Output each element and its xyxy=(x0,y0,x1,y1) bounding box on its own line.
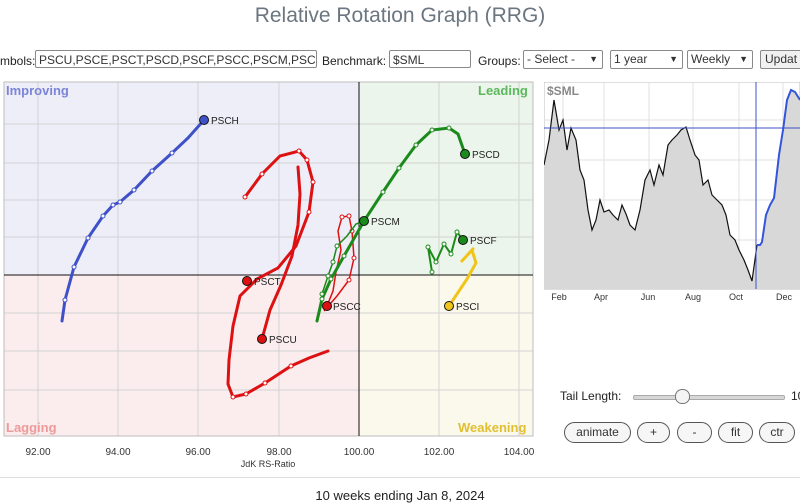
animate-button[interactable]: animate xyxy=(564,422,631,443)
quadrant-label-leading: Leading xyxy=(478,83,528,98)
month-label: Apr xyxy=(594,292,608,302)
month-label: Feb xyxy=(551,292,567,302)
x-tick-label: 104.00 xyxy=(504,447,535,458)
benchmark-input[interactable]: $SML xyxy=(389,50,471,68)
tail-length-slider-handle[interactable] xyxy=(675,389,690,404)
month-label: Jun xyxy=(641,292,656,302)
x-tick-label: 102.00 xyxy=(424,447,455,458)
head-PSCU xyxy=(257,334,267,344)
toolbar: mbols: PSCU,PSCE,PSCT,PSCD,PSCF,PSCC,PSC… xyxy=(0,49,800,73)
symbols-label: mbols: xyxy=(0,54,36,68)
update-button[interactable]: Updat xyxy=(760,50,800,69)
head-PSCC xyxy=(322,301,332,311)
x-tick-label: 100.00 xyxy=(344,447,375,458)
frequency-select[interactable]: Weekly ▼ xyxy=(687,50,753,69)
label-PSCH: PSCH xyxy=(211,116,239,127)
quadrant-label-improving: Improving xyxy=(6,83,69,98)
tail-PSCI xyxy=(447,247,478,308)
month-label: Aug xyxy=(685,292,701,302)
head-PSCI xyxy=(444,301,454,311)
tail-length-value: 10 xyxy=(791,389,800,403)
groups-select-value: - Select - xyxy=(527,52,576,66)
groups-select[interactable]: - Select - ▼ xyxy=(523,50,603,69)
head-PSCD xyxy=(460,149,470,159)
month-label: Oct xyxy=(729,292,744,302)
tail-PSCH-points xyxy=(62,150,175,303)
chevron-down-icon: ▼ xyxy=(739,54,748,64)
label-PSCC: PSCC xyxy=(333,302,361,313)
x-tick-label: 96.00 xyxy=(185,447,210,458)
x-tick-label: 98.00 xyxy=(266,447,291,458)
page-title: Relative Rotation Graph (RRG) xyxy=(254,4,546,27)
tail-PSCT xyxy=(260,165,302,341)
benchmark-chart: $SML Feb Apr Jun Aug Oct Dec xyxy=(544,82,800,302)
period-select[interactable]: 1 year ▼ xyxy=(610,50,683,69)
grid-lines xyxy=(4,82,533,436)
x-tick-label: 94.00 xyxy=(105,447,130,458)
head-PSCF xyxy=(458,235,468,245)
x-tick-label: 92.00 xyxy=(25,447,50,458)
symbols-input[interactable]: PSCU,PSCE,PSCT,PSCD,PSCF,PSCC,PSCM,PSC( xyxy=(35,50,317,68)
label-PSCT: PSCT xyxy=(254,277,281,288)
label-PSCD: PSCD xyxy=(472,150,500,161)
fit-button[interactable]: fit xyxy=(718,422,753,443)
frequency-select-value: Weekly xyxy=(691,52,731,66)
tail-PSCM-thin xyxy=(317,220,365,318)
month-label: Dec xyxy=(776,292,793,302)
x-axis-label: JdK RS-Ratio xyxy=(241,459,296,469)
label-PSCU: PSCU xyxy=(269,335,297,346)
tail-length-label: Tail Length: xyxy=(560,389,622,403)
zoom-out-button[interactable]: - xyxy=(677,422,712,443)
tail-length-slider[interactable] xyxy=(633,395,785,400)
head-PSCT xyxy=(242,276,252,286)
label-PSCF: PSCF xyxy=(470,236,497,247)
benchmark-symbol: $SML xyxy=(547,84,579,98)
tail-PSCC xyxy=(323,215,355,312)
quadrant-improving xyxy=(4,82,359,275)
label-PSCM: PSCM xyxy=(371,217,400,228)
quadrant-weakening xyxy=(359,275,533,436)
period-select-value: 1 year xyxy=(614,52,648,66)
chevron-down-icon: ▼ xyxy=(669,54,678,64)
quadrant-lagging xyxy=(4,275,359,436)
groups-label: Groups: xyxy=(478,54,521,68)
tail-PSCH xyxy=(60,118,206,323)
chevron-down-icon: ▼ xyxy=(589,54,598,64)
quadrant-label-weakening: Weakening xyxy=(458,420,527,435)
zoom-in-button[interactable]: + xyxy=(637,422,670,443)
footer-divider xyxy=(0,477,800,478)
label-PSCI: PSCI xyxy=(456,302,479,313)
benchmark-label: Benchmark: xyxy=(322,54,387,68)
head-PSCM xyxy=(359,216,369,226)
tail-green-points xyxy=(319,125,460,302)
quadrant-label-lagging: Lagging xyxy=(6,420,57,435)
center-button[interactable]: ctr xyxy=(759,422,795,443)
head-PSCH xyxy=(199,115,209,125)
footer-caption: 10 weeks ending Jan 8, 2024 xyxy=(315,488,485,503)
